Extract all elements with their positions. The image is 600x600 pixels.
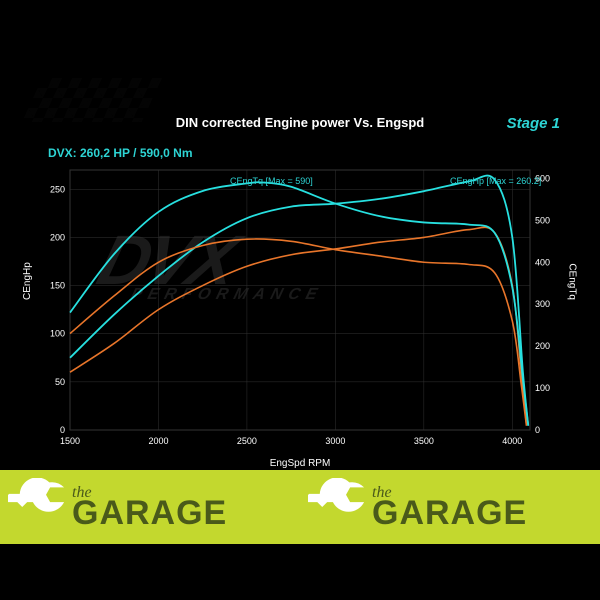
svg-text:150: 150 xyxy=(50,281,65,291)
svg-text:3000: 3000 xyxy=(325,436,345,446)
garage-text: the GARAGE xyxy=(372,486,527,528)
series-tq_tuned xyxy=(70,182,528,426)
svg-text:0: 0 xyxy=(60,425,65,435)
footer-banner: the GARAGE the GARAGE xyxy=(0,470,600,544)
footer-logo-2: the GARAGE xyxy=(300,470,600,544)
svg-text:3500: 3500 xyxy=(414,436,434,446)
svg-text:100: 100 xyxy=(535,383,550,393)
svg-text:200: 200 xyxy=(50,232,65,242)
annotation-hp: CEngHp [Max = 260.2] xyxy=(450,176,541,186)
chart-subtitle: DVX: 260,2 HP / 590,0 Nm xyxy=(48,146,193,160)
logo-big: GARAGE xyxy=(372,499,527,528)
svg-text:2000: 2000 xyxy=(148,436,168,446)
y-axis-label-left: CEngHp xyxy=(22,262,33,300)
svg-text:4000: 4000 xyxy=(502,436,522,446)
svg-text:1500: 1500 xyxy=(60,436,80,446)
svg-text:100: 100 xyxy=(50,329,65,339)
svg-text:200: 200 xyxy=(535,341,550,351)
y-axis-label-right: CEngTq xyxy=(567,263,578,300)
series-tq_stock xyxy=(70,239,526,426)
svg-text:0: 0 xyxy=(535,425,540,435)
svg-text:50: 50 xyxy=(55,377,65,387)
svg-text:2500: 2500 xyxy=(237,436,257,446)
stage-label: Stage 1 xyxy=(507,115,560,132)
svg-text:400: 400 xyxy=(535,257,550,267)
dyno-chart: 0501001502002500100200300400500600150020… xyxy=(30,160,570,460)
x-axis-label: EngSpd RPM xyxy=(0,458,600,469)
annotation-tq: CEngTq [Max = 590] xyxy=(230,176,313,186)
svg-text:250: 250 xyxy=(50,184,65,194)
wrench-icon xyxy=(8,478,66,536)
svg-text:500: 500 xyxy=(535,215,550,225)
footer-logo-1: the GARAGE xyxy=(0,470,300,544)
svg-text:300: 300 xyxy=(535,299,550,309)
series-hp_tuned xyxy=(70,176,528,426)
logo-big: GARAGE xyxy=(72,499,227,528)
garage-text: the GARAGE xyxy=(72,486,227,528)
series-hp_stock xyxy=(70,227,526,425)
wrench-icon xyxy=(308,478,366,536)
